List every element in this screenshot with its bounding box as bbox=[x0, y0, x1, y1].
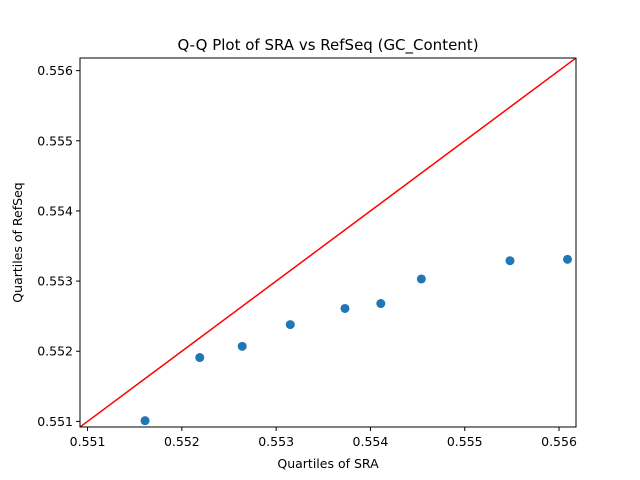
data-point-5 bbox=[340, 303, 350, 313]
y-axis-label: Quartiles of RefSeq bbox=[10, 182, 25, 302]
x-tick-label: 0.553 bbox=[258, 434, 294, 449]
data-point-3 bbox=[237, 341, 247, 351]
data-point-7 bbox=[416, 274, 426, 284]
y-tick-label: 0.551 bbox=[37, 414, 73, 429]
reference-line bbox=[80, 58, 576, 427]
x-tick-label: 0.556 bbox=[541, 434, 577, 449]
y-tick-label: 0.553 bbox=[37, 274, 73, 289]
x-tick-label: 0.554 bbox=[353, 434, 389, 449]
data-point-1 bbox=[140, 416, 150, 426]
data-point-4 bbox=[285, 320, 295, 330]
y-tick-label: 0.552 bbox=[37, 344, 73, 359]
data-point-2 bbox=[195, 353, 205, 363]
data-point-6 bbox=[376, 299, 386, 309]
y-tick-label: 0.555 bbox=[37, 133, 73, 148]
x-tick-label: 0.552 bbox=[164, 434, 200, 449]
data-point-8 bbox=[505, 256, 515, 266]
axis-ticks: 0.551 0.552 0.553 0.554 0.555 0.556 0.551 0.552… bbox=[37, 63, 577, 449]
x-tick-label: 0.555 bbox=[447, 434, 483, 449]
plot-data-layer bbox=[80, 58, 576, 427]
x-axis-label: Quartiles of SRA bbox=[277, 456, 379, 471]
chart-title: Q-Q Plot of SRA vs RefSeq (GC_Content) bbox=[177, 36, 478, 55]
plot-frame bbox=[79, 57, 577, 428]
y-tick-label: 0.554 bbox=[37, 203, 73, 218]
x-tick-label: 0.551 bbox=[70, 434, 106, 449]
y-tick-label: 0.556 bbox=[37, 63, 73, 78]
data-point-9 bbox=[563, 254, 573, 264]
